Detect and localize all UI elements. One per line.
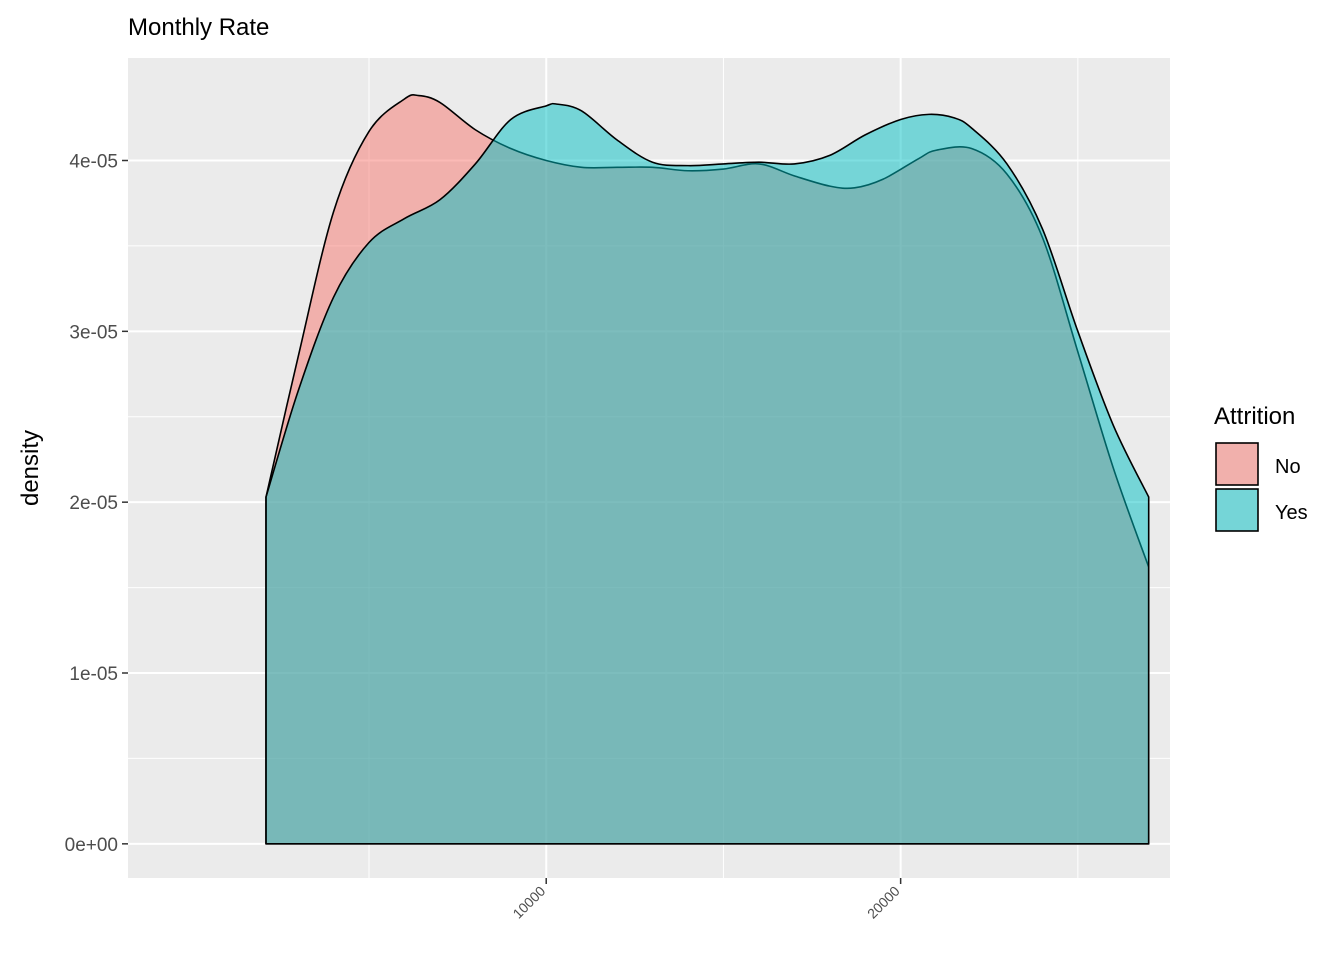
x-tick-label: 20000 <box>864 883 903 922</box>
y-axis: 0e+00 1e-05 2e-05 3e-05 4e-05 <box>65 152 128 856</box>
density-area-yes <box>265 102 1150 845</box>
density-areas <box>265 94 1150 845</box>
legend-label-no: No <box>1275 456 1301 478</box>
legend-key-no <box>1215 442 1259 486</box>
x-axis: 10000 20000 <box>509 878 903 922</box>
chart-title: Monthly Rate <box>128 14 269 41</box>
y-tick-label: 2e-05 <box>69 493 118 514</box>
x-tick-label: 10000 <box>509 883 548 922</box>
legend-label-yes: Yes <box>1275 502 1308 524</box>
y-tick-label: 1e-05 <box>69 664 118 685</box>
y-tick-label: 4e-05 <box>69 152 118 173</box>
legend-key-yes <box>1215 488 1259 532</box>
y-tick-label: 0e+00 <box>65 835 118 856</box>
y-axis-label: density <box>17 430 44 506</box>
y-tick-label: 3e-05 <box>69 322 118 343</box>
legend-title: Attrition <box>1214 403 1295 430</box>
legend: Attrition No Yes <box>1214 403 1308 532</box>
